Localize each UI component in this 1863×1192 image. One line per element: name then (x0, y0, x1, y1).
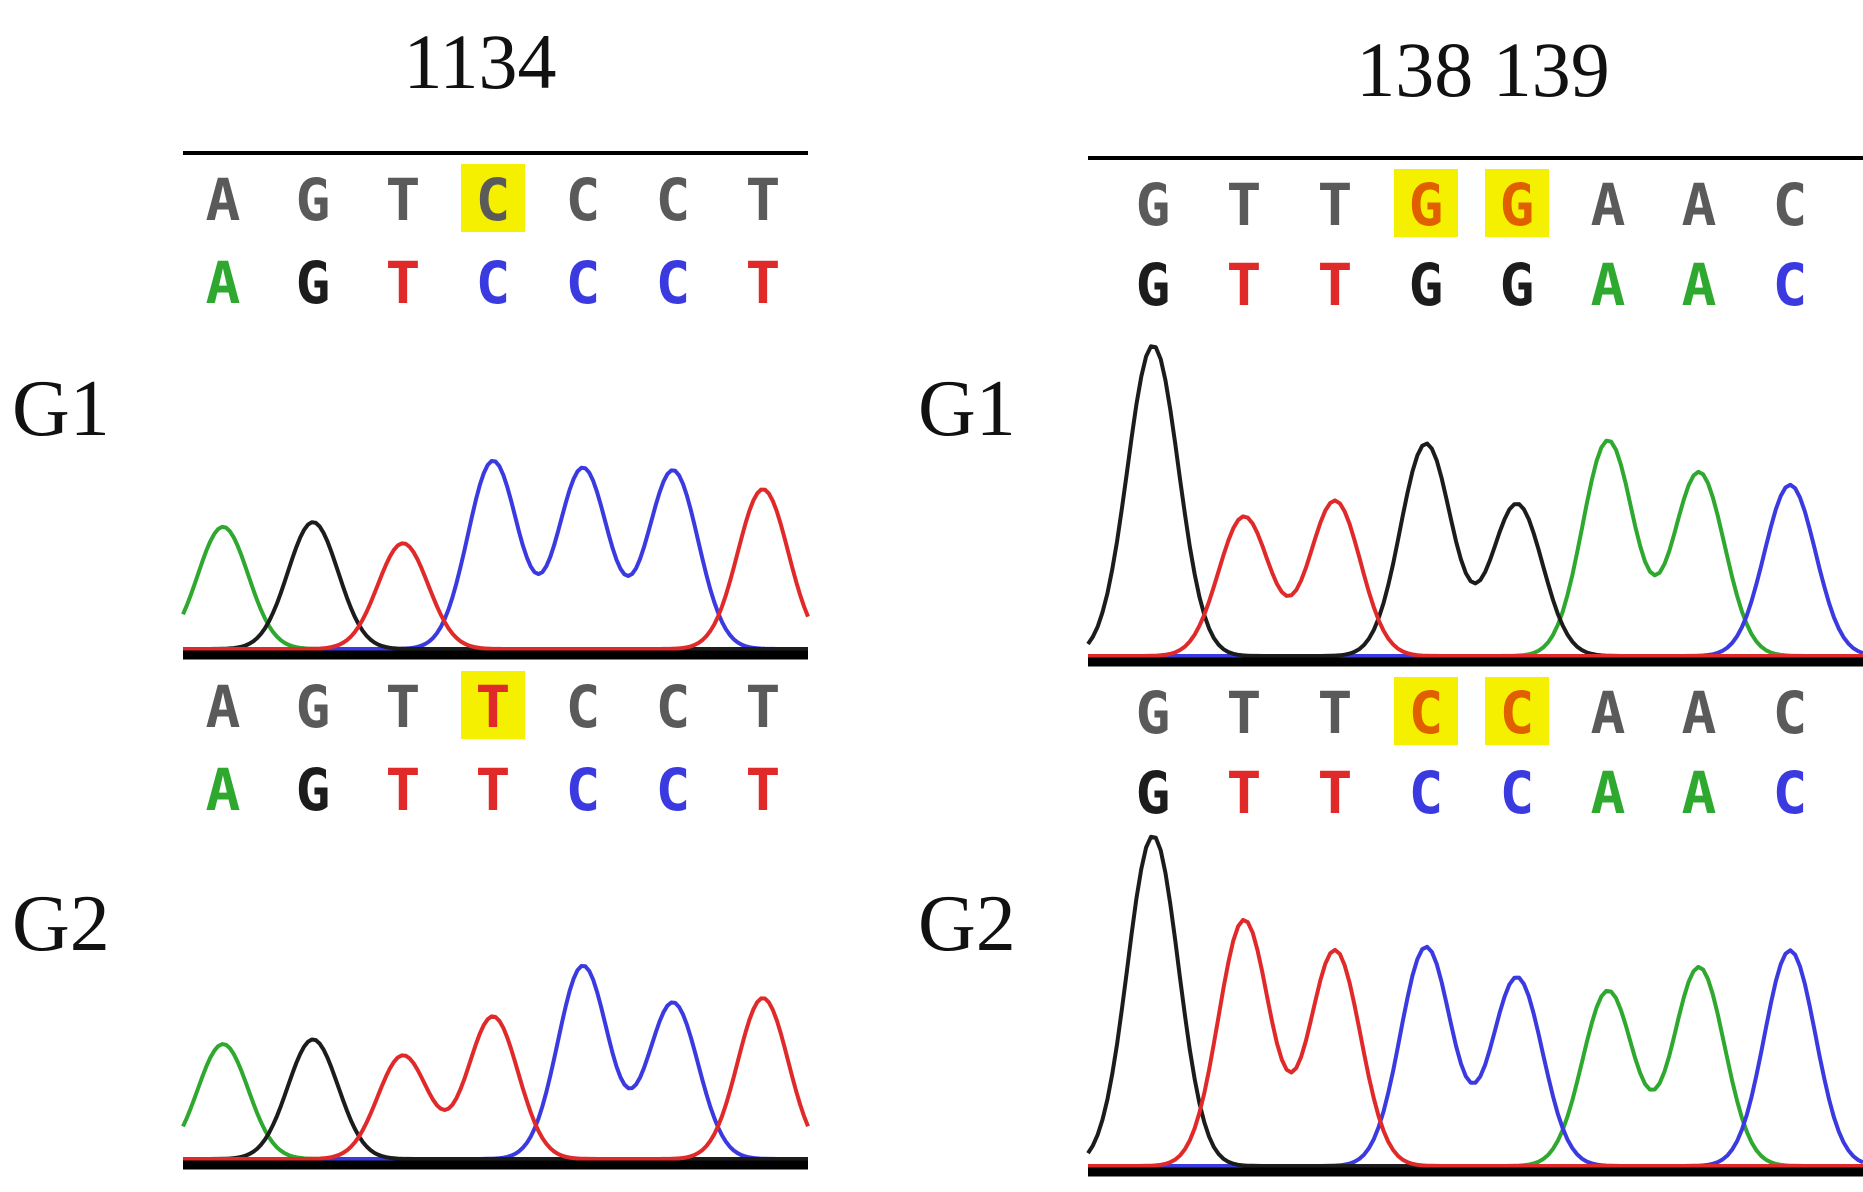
reference-base: T (746, 756, 781, 824)
reference-base: C (656, 756, 691, 824)
called-base: C (656, 673, 691, 741)
reference-base: T (386, 249, 421, 317)
called-base: G (1136, 171, 1171, 239)
reference-base: C (1773, 251, 1808, 319)
reference-base: T (1318, 759, 1353, 827)
variant-highlight (1394, 677, 1458, 745)
reference-base: T (1318, 251, 1353, 319)
reference-base: A (1591, 251, 1626, 319)
called-base: A (206, 166, 241, 234)
called-base: G (1500, 171, 1535, 239)
reference-base: G (296, 756, 331, 824)
called-base: C (566, 673, 601, 741)
called-base: T (1318, 171, 1353, 239)
called-base: T (1227, 679, 1262, 747)
called-base: T (1227, 171, 1262, 239)
group-label: G1 (12, 365, 110, 453)
variant-highlight (461, 671, 525, 739)
position-label: 138 139 (1356, 26, 1610, 113)
called-base: T (386, 166, 421, 234)
reference-base: G (1500, 251, 1535, 319)
trace-A (181, 1042, 808, 1161)
reference-base: T (476, 756, 511, 824)
reference-base: G (1409, 251, 1444, 319)
group-label: G2 (918, 880, 1016, 968)
group-label: G1 (918, 365, 1016, 453)
chromatogram-row: G2G T T C C A A CG T T C C A A C (918, 677, 1863, 1177)
variant-highlight (1485, 169, 1549, 237)
called-base: A (206, 673, 241, 741)
called-base: T (746, 673, 781, 741)
reference-base: G (296, 249, 331, 317)
trace-A (1088, 964, 1863, 1168)
reference-base: C (1773, 759, 1808, 827)
called-base: A (1682, 679, 1717, 747)
reference-base: C (656, 249, 691, 317)
reference-base: G (1136, 251, 1171, 319)
trace-T (183, 996, 810, 1161)
called-base: A (1682, 171, 1717, 239)
called-base: G (1136, 679, 1171, 747)
called-base: C (566, 166, 601, 234)
trace-C (1088, 482, 1863, 658)
variant-highlight (1485, 677, 1549, 745)
reference-base: A (1682, 251, 1717, 319)
chromatogram-row: G1G T T G G A A CG T T G G A A C (918, 169, 1863, 667)
trace-T (183, 487, 810, 651)
reference-base: C (1500, 759, 1535, 827)
called-base: T (1318, 679, 1353, 747)
reference-base: C (1409, 759, 1444, 827)
reference-base: C (566, 249, 601, 317)
trace-A (181, 524, 808, 651)
called-base: C (1773, 171, 1808, 239)
called-base: C (1773, 679, 1808, 747)
called-base: T (746, 166, 781, 234)
reference-base: T (746, 249, 781, 317)
called-base: G (296, 673, 331, 741)
called-base: C (1500, 679, 1535, 747)
variant-highlight (1394, 169, 1458, 237)
called-base: C (1409, 679, 1444, 747)
group-label: G2 (12, 880, 110, 968)
trace-C (1088, 944, 1863, 1168)
reference-base: T (1227, 251, 1262, 319)
called-base: T (476, 673, 511, 741)
trace-A (1088, 438, 1863, 658)
reference-base: C (566, 756, 601, 824)
chromatogram-row: G1A G T C C C TA G T C C C T (12, 164, 810, 660)
trace-G (183, 1037, 808, 1161)
called-base: T (386, 673, 421, 741)
reference-base: T (386, 756, 421, 824)
position-label: 1134 (403, 18, 556, 105)
reference-base: A (1591, 759, 1626, 827)
called-base: G (296, 166, 331, 234)
called-base: C (656, 166, 691, 234)
reference-base: T (1227, 759, 1262, 827)
called-base: C (476, 166, 511, 234)
trace-T (1088, 917, 1863, 1168)
called-base: A (1591, 679, 1626, 747)
variant-highlight (461, 164, 525, 232)
trace-G (183, 520, 808, 651)
reference-base: A (1682, 759, 1717, 827)
called-base: G (1409, 171, 1444, 239)
reference-base: A (206, 249, 241, 317)
trace-T (1088, 498, 1863, 658)
reference-base: G (1136, 759, 1171, 827)
chromatogram-row: G2A G T T C C TA G T T C C T (12, 671, 810, 1170)
reference-base: C (476, 249, 511, 317)
called-base: A (1591, 171, 1626, 239)
reference-base: A (206, 756, 241, 824)
